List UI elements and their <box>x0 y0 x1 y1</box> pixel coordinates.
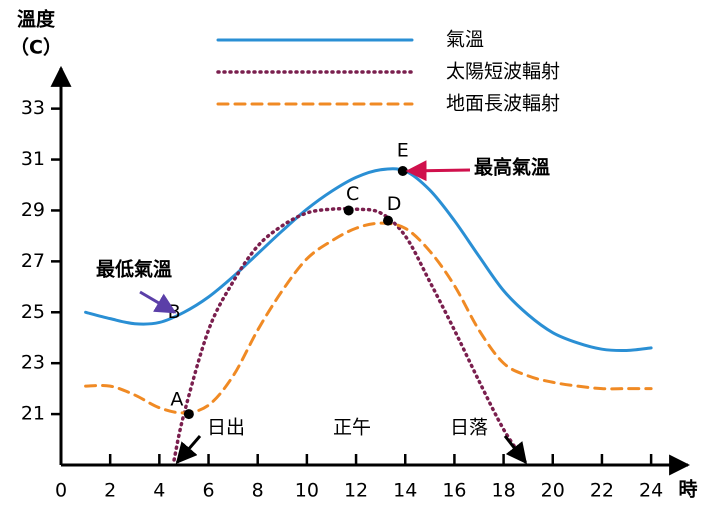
y-tick-label: 25 <box>21 301 45 323</box>
point-dot <box>383 215 394 226</box>
series-line <box>84 167 653 353</box>
annotation: 正午 <box>333 417 371 439</box>
legend-label: 太陽短波輻射 <box>446 61 560 83</box>
x-tick-label: 24 <box>639 480 663 502</box>
y-axis-unit: （C） <box>10 36 62 59</box>
annotation-arrow <box>405 160 471 182</box>
legend-label: 氣溫 <box>446 29 484 51</box>
series-line <box>172 206 528 465</box>
x-tick-label: 22 <box>590 480 614 502</box>
point-label: E <box>397 140 409 162</box>
annotation: 日落 <box>450 417 488 439</box>
point-dot <box>343 205 354 216</box>
point-label: A <box>170 389 183 411</box>
x-tick-label: 8 <box>252 480 264 502</box>
annotation-arrow <box>503 435 528 465</box>
x-tick-label: 4 <box>153 480 165 502</box>
point-dot <box>397 166 408 176</box>
y-tick-label: 31 <box>21 148 45 170</box>
x-tick-label: 14 <box>393 480 417 502</box>
point-label: C <box>346 183 359 205</box>
x-tick-label: 6 <box>202 480 214 502</box>
annotation: 日出 <box>207 417 245 439</box>
x-tick-label: 12 <box>344 480 368 502</box>
y-tick-label: 29 <box>21 199 45 221</box>
x-tick-label: 2 <box>104 480 116 502</box>
legend-label: 地面長波輻射 <box>446 93 560 115</box>
x-tick-label: 10 <box>295 480 319 502</box>
x-tick-label: 16 <box>442 480 466 502</box>
y-tick-label: 23 <box>21 352 45 374</box>
x-tick-label: 20 <box>541 480 565 502</box>
y-axis-label: 溫度 <box>17 8 56 31</box>
annotation-arrow <box>175 435 202 465</box>
y-tick-label: 21 <box>21 403 45 425</box>
x-tick-label: 0 <box>55 480 67 502</box>
y-tick-label: 27 <box>21 250 45 272</box>
y-tick-label: 33 <box>21 97 45 119</box>
annotation: 最低氣溫 <box>96 258 172 281</box>
point-label: D <box>387 193 402 215</box>
x-axis-label: 時 <box>678 479 697 501</box>
annotation-arrow <box>139 290 177 314</box>
series-line <box>84 221 653 415</box>
annotation: 最高氣溫 <box>474 156 550 179</box>
point-dot <box>183 409 194 420</box>
x-tick-label: 18 <box>491 480 515 502</box>
